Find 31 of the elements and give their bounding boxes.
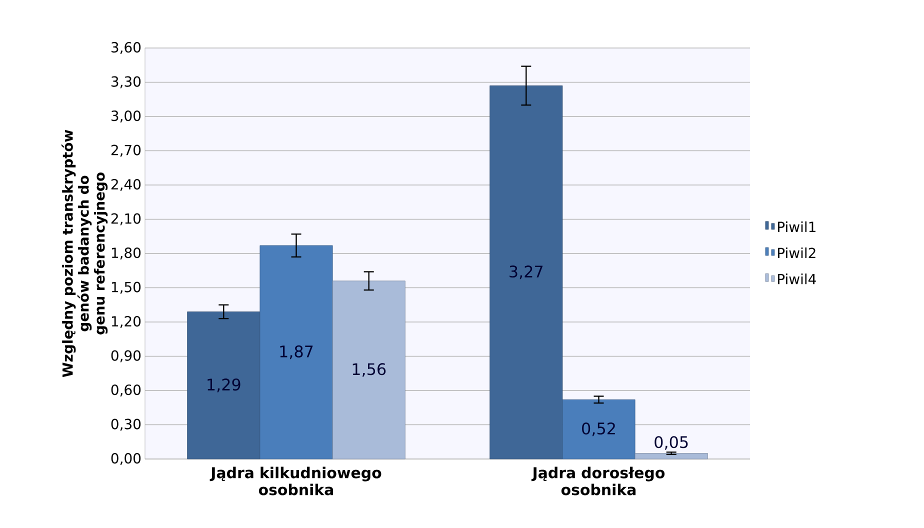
legend-label: Piwil2	[778, 247, 816, 258]
y-tick-label: 0,00	[111, 453, 141, 465]
data-label: 1,56	[352, 363, 386, 377]
bar	[332, 280, 406, 460]
y-tick-label: 2,10	[111, 213, 141, 226]
y-tick-label: 2,40	[111, 179, 141, 191]
y-tick-label: 2,70	[111, 144, 141, 157]
bar	[187, 312, 260, 460]
bar	[260, 245, 333, 460]
legend-label: Piwil1	[778, 221, 816, 232]
bar	[634, 453, 708, 460]
y-tick-label: 0,60	[111, 384, 141, 396]
y-tick-label: 3,60	[111, 42, 141, 54]
y-axis-title: Względny poziom transkryptów genów badanych do genu referencyjnego	[62, 130, 108, 378]
x-tick-label: Jądra kilkudniowego osobnika	[210, 466, 382, 496]
data-label: 3,27	[510, 266, 543, 280]
data-label: 1,29	[208, 378, 240, 392]
y-tick-label: 0,90	[111, 350, 141, 362]
bar	[562, 399, 636, 460]
bar	[490, 85, 563, 460]
legend-label: Piwil4	[778, 274, 816, 284]
y-tick-label: 0,30	[111, 418, 141, 431]
y-tick-label: 3,00	[111, 110, 141, 122]
data-label: 0,05	[654, 436, 688, 450]
y-tick-label: 1,20	[112, 316, 141, 328]
data-label: 0,52	[582, 422, 615, 436]
y-tick-label: 1,80	[112, 248, 141, 260]
y-tick-label: 1,50	[112, 282, 141, 294]
y-tick-label: 3,30	[111, 76, 141, 88]
x-tick-label: Jądra dorosłego osobnika	[531, 466, 665, 496]
data-label: 1,87	[280, 345, 313, 360]
